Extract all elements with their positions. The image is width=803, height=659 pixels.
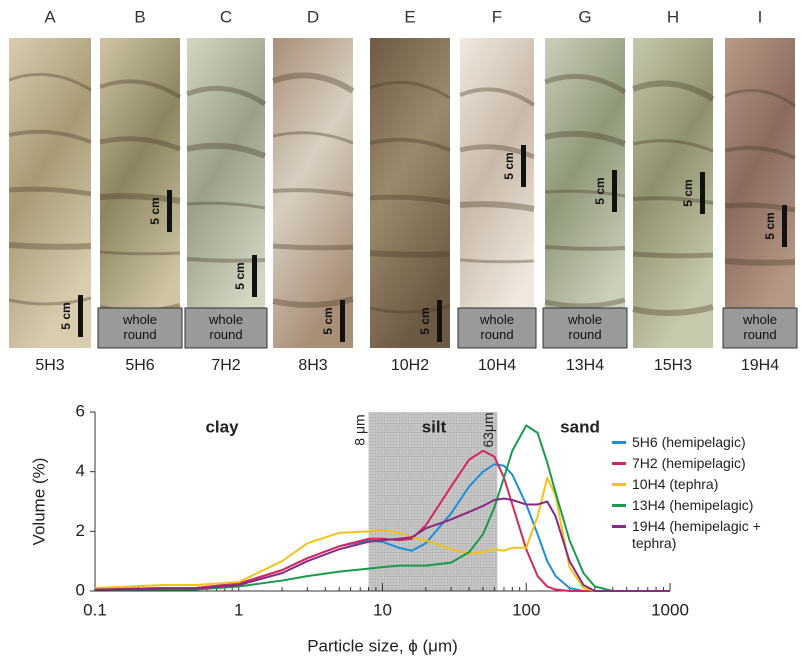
scale-bar: [700, 172, 705, 214]
whole-round-word: round: [743, 327, 776, 342]
scale-label: 5 cm: [148, 197, 162, 224]
whole-round-word: round: [568, 327, 601, 342]
core-sample: 10H4: [478, 357, 516, 374]
y-tick-label: 6: [76, 401, 85, 420]
scale-bar: [252, 255, 257, 297]
region-label: sand: [560, 417, 600, 436]
scale-label: 5 cm: [502, 152, 516, 179]
legend-item: 10H4 (tephra): [612, 476, 800, 493]
scale-label: 5 cm: [593, 177, 607, 204]
core-streak: [545, 247, 625, 249]
scale-bar: [437, 300, 442, 342]
legend-item: 7H2 (hemipelagic): [612, 455, 800, 472]
core-streak: [9, 245, 91, 247]
scale-bar: [521, 145, 526, 187]
core-sample: 5H3: [35, 357, 64, 374]
region-label: clay: [205, 417, 239, 436]
scale-label: 5 cm: [681, 179, 695, 206]
legend-label: 19H4 (hemipelagic + tephra): [632, 518, 772, 552]
legend-item: 13H4 (hemipelagic): [612, 497, 800, 514]
core-letter: G: [578, 7, 591, 26]
scale-label: 5 cm: [763, 212, 777, 239]
core-sample: 19H4: [741, 357, 779, 374]
core-sample: 8H3: [298, 357, 327, 374]
legend-item: 19H4 (hemipelagic + tephra): [612, 518, 800, 552]
legend-swatch: [612, 441, 626, 444]
region-label: silt: [422, 417, 447, 436]
legend-label: 10H4 (tephra): [632, 476, 718, 493]
figure: A5 cm5H3Bwholeround5 cm5H6Cwholeround5 c…: [0, 0, 803, 659]
core-sample: 15H3: [654, 357, 692, 374]
boundary-label: 8 μm: [351, 414, 367, 445]
x-tick-label: 1: [234, 600, 243, 619]
y-tick-label: 4: [76, 461, 85, 480]
scale-bar: [782, 205, 787, 247]
x-tick-label: 1000: [651, 600, 689, 619]
core-letter: H: [667, 7, 679, 26]
whole-round-word: round: [480, 327, 513, 342]
core-streak: [725, 261, 795, 263]
x-tick-label: 10: [373, 600, 392, 619]
core-sample: 13H4: [566, 357, 604, 374]
core-photo: [460, 38, 534, 348]
y-axis-label: Volume (%): [29, 458, 48, 546]
core-letter: C: [220, 7, 232, 26]
whole-round-word: round: [123, 327, 156, 342]
legend-swatch: [612, 525, 626, 528]
page: {"cores": [ {"letter": "A", "sample": "5…: [0, 0, 803, 659]
core-letter: F: [492, 7, 502, 26]
x-tick-label: 0.1: [83, 600, 107, 619]
core-streak: [460, 260, 534, 262]
y-tick-label: 2: [76, 521, 85, 540]
core-streak: [633, 254, 713, 256]
legend-item: 5H6 (hemipelagic): [612, 434, 800, 451]
legend-label: 5H6 (hemipelagic): [632, 434, 746, 451]
scale-label: 5 cm: [418, 307, 432, 334]
core-photo: [725, 38, 795, 348]
scale-bar: [612, 170, 617, 212]
whole-round-word: whole: [208, 312, 243, 327]
scale-label: 5 cm: [59, 302, 73, 329]
core-streak: [273, 246, 353, 248]
scale-bar: [340, 300, 345, 342]
scale-bar: [167, 190, 172, 232]
core-streak: [100, 252, 180, 254]
whole-round-word: round: [209, 327, 242, 342]
core-sample: 10H2: [391, 357, 429, 374]
core-sample: 5H6: [125, 357, 154, 374]
whole-round-word: whole: [567, 312, 602, 327]
scale-label: 5 cm: [233, 262, 247, 289]
core-sample: 7H2: [211, 357, 240, 374]
scale-bar: [78, 295, 83, 337]
core-letter: I: [758, 7, 763, 26]
legend-swatch: [612, 483, 626, 486]
core-letter: B: [134, 7, 145, 26]
core-streak: [370, 253, 450, 255]
core-letter: A: [44, 7, 56, 26]
core-letter: E: [404, 7, 415, 26]
legend-label: 7H2 (hemipelagic): [632, 455, 746, 472]
legend: 5H6 (hemipelagic) 7H2 (hemipelagic) 10H4 (…: [612, 434, 800, 556]
x-tick-label: 100: [512, 600, 540, 619]
legend-swatch: [612, 504, 626, 507]
core-letter: D: [307, 7, 319, 26]
legend-swatch: [612, 462, 626, 465]
whole-round-word: whole: [479, 312, 514, 327]
whole-round-label: wholeround: [122, 312, 157, 342]
boundary-label: 63μm: [480, 412, 496, 447]
legend-label: 13H4 (hemipelagic): [632, 497, 753, 514]
whole-round-word: whole: [122, 312, 157, 327]
y-tick-label: 0: [76, 580, 85, 599]
whole-round-word: whole: [742, 312, 777, 327]
scale-label: 5 cm: [321, 307, 335, 334]
x-axis-label: Particle size, ϕ (μm): [307, 636, 458, 655]
core-photo: [187, 38, 265, 348]
